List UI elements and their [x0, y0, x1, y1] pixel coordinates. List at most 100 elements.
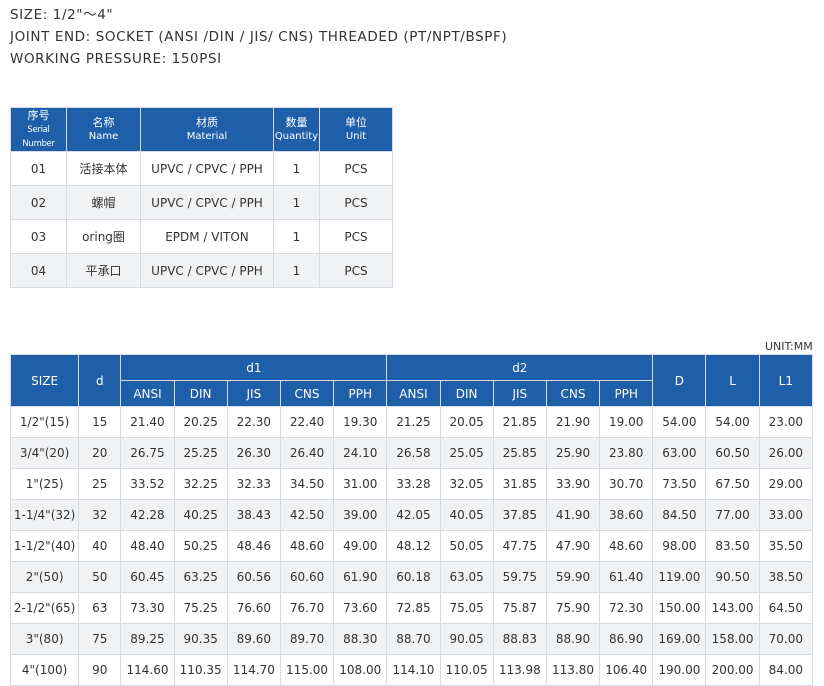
table-cell: 190.00 [652, 654, 707, 686]
table-cell: 90.05 [439, 623, 494, 655]
size-row: 1-1/4"(32) 32 42.28 40.25 38.43 42.50 39.00 42.… [9, 499, 814, 531]
table-cell: 48.46 [226, 530, 281, 562]
table-cell: 73.60 [333, 592, 388, 624]
table-cell: 150.00 [652, 592, 707, 624]
table-cell: 22.30 [226, 406, 281, 438]
table-cell: 螺帽 [66, 185, 141, 220]
table-cell: 2-1/2"(65) [9, 592, 80, 624]
table-cell: 19.30 [333, 406, 388, 438]
header-cn: 材质 [196, 115, 218, 129]
table-cell: 50.25 [173, 530, 228, 562]
table-cell: 38.60 [599, 499, 654, 531]
table-cell: 1 [273, 253, 320, 288]
table-cell: UPVC / CPVC / PPH [140, 185, 274, 220]
parts-header-serial: 序号 Serial Number [10, 107, 67, 152]
table-cell: 32.05 [439, 468, 494, 500]
table-cell: 33.90 [545, 468, 601, 500]
table-cell: 61.40 [599, 561, 654, 593]
table-cell: 平承口 [66, 253, 141, 288]
table-cell: 23.00 [758, 406, 814, 438]
header-cn: 数量 [285, 115, 308, 129]
table-cell: UPVC / CPVC / PPH [140, 253, 274, 288]
parts-row: 02 螺帽 UPVC / CPVC / PPH 1 PCS [10, 185, 393, 220]
d1-cns-header: CNS [279, 380, 335, 407]
table-cell: 42.05 [386, 499, 441, 531]
table-cell: 21.90 [545, 406, 601, 438]
table-cell: 21.25 [386, 406, 441, 438]
table-cell: 15 [78, 406, 122, 438]
table-cell: 114.10 [386, 654, 441, 686]
table-cell: 59.75 [492, 561, 547, 593]
table-cell: 60.60 [279, 561, 335, 593]
table-cell: 31.85 [492, 468, 547, 500]
table-cell: 02 [10, 185, 67, 220]
table-cell: 110.35 [173, 654, 228, 686]
header-en: Serial Number [22, 124, 55, 149]
size-header-d2: d2 [386, 354, 654, 381]
size-header-D: D [652, 354, 707, 407]
table-cell: 60.56 [226, 561, 281, 593]
table-cell: 20 [78, 437, 122, 469]
size-row: 1/2"(15) 15 21.40 20.25 22.30 22.40 19.30 21.25… [9, 406, 814, 438]
table-cell: 32 [78, 499, 122, 531]
table-cell: 42.50 [279, 499, 335, 531]
table-cell: 1/2"(15) [9, 406, 80, 438]
table-cell: 20.05 [439, 406, 494, 438]
table-cell: 26.75 [120, 437, 175, 469]
table-cell: 32.33 [226, 468, 281, 500]
table-cell: 60.50 [705, 437, 760, 469]
table-cell: 1 [273, 151, 320, 186]
table-cell: 76.70 [279, 592, 335, 624]
table-cell: 1 [273, 219, 320, 254]
parts-header-material: 材质 Material [140, 107, 274, 152]
table-cell: 41.90 [545, 499, 601, 531]
table-cell: 89.60 [226, 623, 281, 655]
table-cell: 1"(25) [9, 468, 80, 500]
table-cell: 33.52 [120, 468, 175, 500]
table-cell: 26.40 [279, 437, 335, 469]
size-table: SIZE d d1 d2 D L L1 ANSI DIN JIS CNS PPH… [9, 354, 814, 686]
table-cell: 72.30 [599, 592, 654, 624]
header-en: Unit [345, 130, 367, 142]
table-cell: 21.85 [492, 406, 547, 438]
table-cell: 88.90 [545, 623, 601, 655]
table-cell: 48.40 [120, 530, 175, 562]
d2-pph-header: PPH [599, 380, 654, 407]
table-cell: 89.25 [120, 623, 175, 655]
table-cell: 90 [78, 654, 122, 686]
table-cell: PCS [319, 253, 393, 288]
size-row: 2-1/2"(65) 63 73.30 75.25 76.60 76.70 73.60 72.… [9, 592, 814, 624]
spec-block: SIZE: 1/2"～4" JOINT END: SOCKET (ANSI /D… [10, 4, 507, 70]
table-cell: 47.75 [492, 530, 547, 562]
table-cell: 4"(100) [9, 654, 80, 686]
table-cell: 33.00 [758, 499, 814, 531]
table-cell: 88.70 [386, 623, 441, 655]
size-row: 2"(50) 50 60.45 63.25 60.56 60.60 61.90 60.18 63… [9, 561, 814, 593]
table-cell: 30.70 [599, 468, 654, 500]
table-cell: 54.00 [652, 406, 707, 438]
table-cell: 33.28 [386, 468, 441, 500]
table-cell: oring圈 [66, 219, 141, 254]
table-cell: 113.98 [492, 654, 547, 686]
table-cell: 38.43 [226, 499, 281, 531]
header-cn: 名称 [92, 115, 115, 129]
size-header-d: d [78, 354, 122, 407]
table-cell: UPVC / CPVC / PPH [140, 151, 274, 186]
table-cell: 38.50 [758, 561, 814, 593]
table-cell: 75.25 [173, 592, 228, 624]
table-cell: PCS [319, 151, 393, 186]
table-cell: 200.00 [705, 654, 760, 686]
table-cell: 34.50 [279, 468, 335, 500]
table-cell: 119.00 [652, 561, 707, 593]
table-cell: 48.60 [279, 530, 335, 562]
table-cell: 3/4"(20) [9, 437, 80, 469]
table-cell: 73.50 [652, 468, 707, 500]
header-cn: 序号 [27, 108, 50, 122]
table-cell: 40.05 [439, 499, 494, 531]
table-cell: 26.58 [386, 437, 441, 469]
unit-label: UNIT:MM [765, 340, 813, 353]
table-cell: 29.00 [758, 468, 814, 500]
table-cell: 1-1/2"(40) [9, 530, 80, 562]
size-header-size: SIZE [9, 354, 80, 407]
parts-row: 04 平承口 UPVC / CPVC / PPH 1 PCS [10, 253, 393, 288]
